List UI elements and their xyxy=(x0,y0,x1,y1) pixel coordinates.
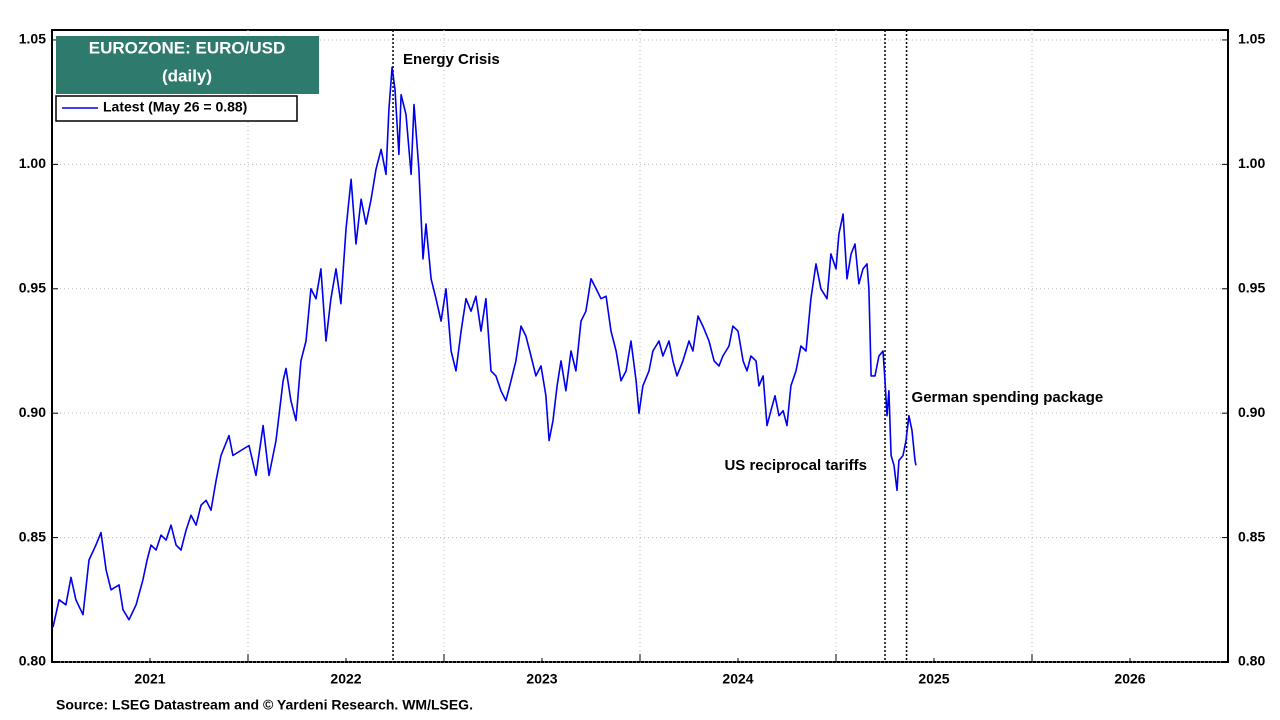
y2-tick-label: 0.85 xyxy=(1238,528,1265,544)
event-label: Energy Crisis xyxy=(403,51,500,68)
y2-tick-label: 0.80 xyxy=(1238,653,1265,669)
x-tick-label: 2021 xyxy=(134,671,165,687)
x-tick-label: 2025 xyxy=(918,671,949,687)
y-tick-label: 1.00 xyxy=(19,155,46,171)
y2-tick-label: 0.95 xyxy=(1238,279,1265,295)
x-tick-label: 2023 xyxy=(526,671,557,687)
source-note: Source: LSEG Datastream and © Yardeni Re… xyxy=(56,697,473,713)
y-tick-label: 0.95 xyxy=(19,279,46,295)
x-tick-label: 2026 xyxy=(1114,671,1145,687)
x-tick-label: 2024 xyxy=(722,671,753,687)
y-tick-label: 0.80 xyxy=(19,653,46,669)
event-label: US reciprocal tariffs xyxy=(724,457,867,474)
event-label: German spending package xyxy=(912,389,1104,406)
y-tick-label: 1.05 xyxy=(19,31,46,47)
legend-label: Latest (May 26 = 0.88) xyxy=(103,99,247,115)
y-tick-label: 0.85 xyxy=(19,528,46,544)
y-tick-label: 0.90 xyxy=(19,404,46,420)
y2-tick-label: 0.90 xyxy=(1238,404,1265,420)
data-line xyxy=(52,66,917,628)
x-tick-label: 2022 xyxy=(330,671,361,687)
chart-title: EUROZONE: EURO/USD xyxy=(89,38,285,57)
title-box xyxy=(56,36,319,94)
chart-subtitle: (daily) xyxy=(162,66,212,85)
y2-tick-label: 1.00 xyxy=(1238,155,1265,171)
y2-tick-label: 1.05 xyxy=(1238,31,1265,47)
